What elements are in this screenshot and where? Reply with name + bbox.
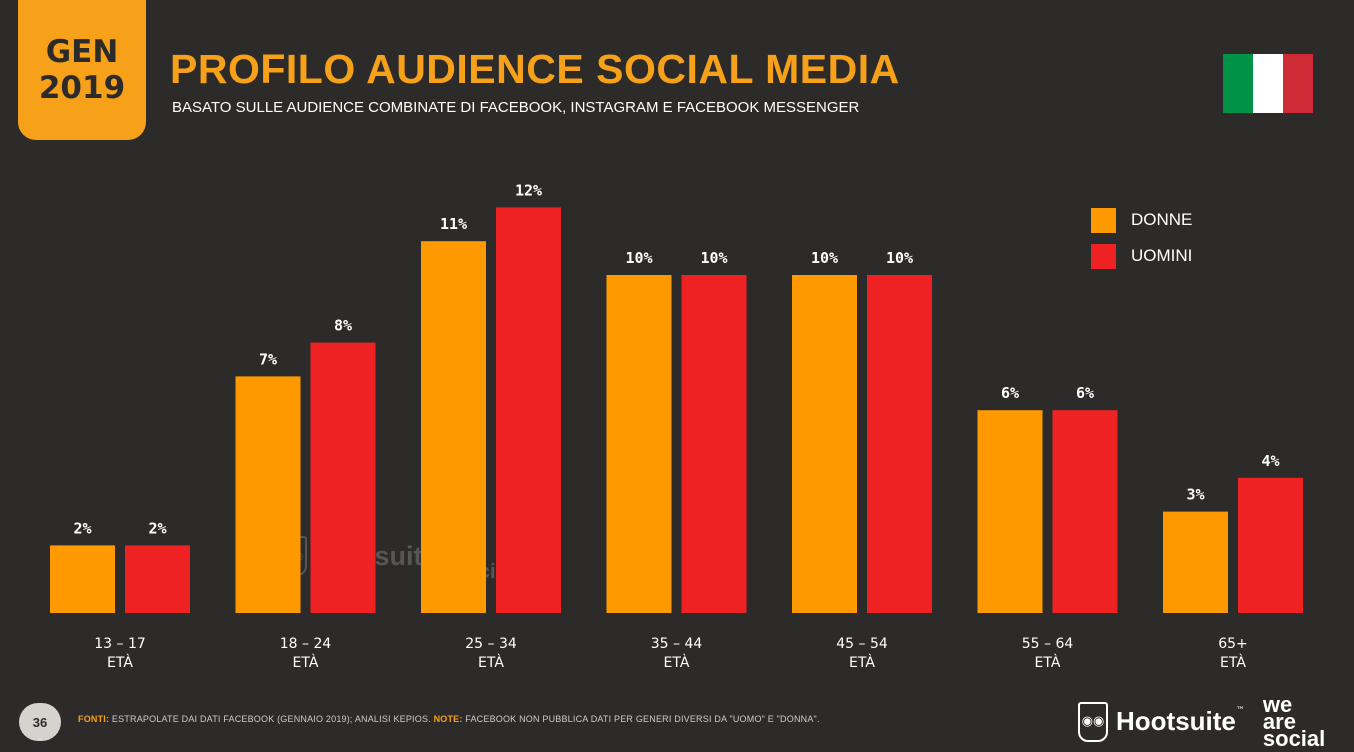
- data-label-donne-6: 3%: [1186, 486, 1204, 504]
- x-tick-label-1: 18 – 24: [280, 636, 332, 652]
- data-label-uomini-1: 8%: [334, 317, 352, 335]
- brand-social: social: [1262, 726, 1326, 751]
- bar-uomini-4: [867, 275, 932, 613]
- x-tick-label-3: 35 – 44: [651, 636, 703, 652]
- footnote-fonti-text: ESTRAPOLATE DAI DATI FACEBOOK (GENNAIO 2…: [109, 714, 434, 724]
- page-title: PROFILO AUDIENCE SOCIAL MEDIA: [170, 46, 900, 92]
- data-label-donne-5: 6%: [1001, 384, 1019, 402]
- bar-uomini-5: [1052, 410, 1118, 613]
- footnote-note-text: FACEBOOK NON PUBBLICA DATI PER GENERI DI…: [462, 714, 820, 724]
- data-label-uomini-5: 6%: [1076, 384, 1094, 402]
- brand-trademark: ™: [1235, 706, 1245, 716]
- x-tick-sublabel-1: ETÀ: [293, 654, 319, 671]
- we-are-social-logo: we are social: [1262, 692, 1326, 751]
- data-label-uomini-4: 10%: [886, 249, 913, 267]
- x-tick-label-4: 45 – 54: [836, 636, 888, 652]
- flag-stripe-white: [1253, 54, 1283, 113]
- page-number: 36: [19, 703, 61, 741]
- data-label-donne-1: 7%: [259, 350, 277, 368]
- flag-stripe-red: [1283, 54, 1313, 113]
- x-tick-label-2: 25 – 34: [465, 636, 517, 652]
- brand-we: we: [1262, 692, 1293, 717]
- legend-label-donne: DONNE: [1131, 210, 1193, 229]
- hootsuite-owl-icon: ◉◉: [1078, 701, 1108, 742]
- data-label-donne-0: 2%: [73, 519, 91, 537]
- x-tick-sublabel-2: ETÀ: [478, 654, 504, 671]
- x-tick-sublabel-6: ETÀ: [1220, 654, 1246, 671]
- x-tick-label-0: 13 – 17: [94, 636, 146, 652]
- brand-name: Hootsuite: [1116, 706, 1236, 736]
- bar-uomini-6: [1238, 477, 1303, 613]
- legend-swatch-donne: [1091, 207, 1116, 233]
- data-label-uomini-6: 4%: [1261, 452, 1279, 470]
- x-tick-sublabel-5: ETÀ: [1035, 654, 1061, 671]
- page-subtitle: BASATO SULLE AUDIENCE COMBINATE DI FACEB…: [172, 99, 860, 116]
- data-label-uomini-2: 12%: [515, 181, 542, 199]
- badge-year: 2019: [38, 70, 126, 106]
- bar-donne-5: [977, 410, 1043, 613]
- badge-month: GEN: [45, 34, 119, 70]
- date-badge: GEN 2019: [18, 0, 146, 140]
- bar-donne-0: [50, 545, 115, 613]
- bar-donne-1: [235, 376, 301, 613]
- footnote-fonti-key: FONTI:: [78, 714, 110, 724]
- legend-label-uomini: UOMINI: [1131, 246, 1193, 265]
- x-tick-sublabel-4: ETÀ: [849, 654, 875, 671]
- bar-donne-4: [792, 275, 857, 613]
- brand-are: are: [1262, 709, 1296, 734]
- bar-donne-6: [1163, 511, 1228, 613]
- bar-uomini-1: [310, 342, 376, 613]
- bar-donne-2: [421, 241, 486, 613]
- x-tick-sublabel-0: ETÀ: [107, 654, 133, 671]
- x-tick-label-6: 65+: [1218, 636, 1248, 652]
- chart-legend: DONNE UOMINI: [1091, 202, 1192, 274]
- data-label-uomini-3: 10%: [700, 249, 727, 267]
- italy-flag-icon: [1223, 54, 1313, 113]
- footnote-note-key: NOTE:: [433, 714, 463, 724]
- bar-uomini-2: [496, 207, 561, 613]
- legend-item-donne: DONNE: [1091, 202, 1192, 238]
- legend-item-uomini: UOMINI: [1091, 238, 1192, 274]
- data-label-donne-3: 10%: [625, 249, 652, 267]
- legend-swatch-uomini: [1091, 243, 1116, 269]
- bar-uomini-0: [125, 545, 190, 613]
- source-footnote: FONTI: ESTRAPOLATE DAI DATI FACEBOOK (GE…: [78, 714, 820, 724]
- flag-stripe-green: [1223, 54, 1253, 113]
- x-tick-label-5: 55 – 64: [1022, 636, 1074, 652]
- x-tick-sublabel-3: ETÀ: [664, 654, 690, 671]
- data-label-donne-2: 11%: [440, 215, 467, 233]
- bar-uomini-3: [681, 275, 747, 613]
- data-label-uomini-0: 2%: [148, 519, 166, 537]
- bar-donne-3: [606, 275, 672, 613]
- data-label-donne-4: 10%: [811, 249, 838, 267]
- hootsuite-brand-logo: ◉◉ Hootsuite ™ we are social: [1078, 692, 1326, 751]
